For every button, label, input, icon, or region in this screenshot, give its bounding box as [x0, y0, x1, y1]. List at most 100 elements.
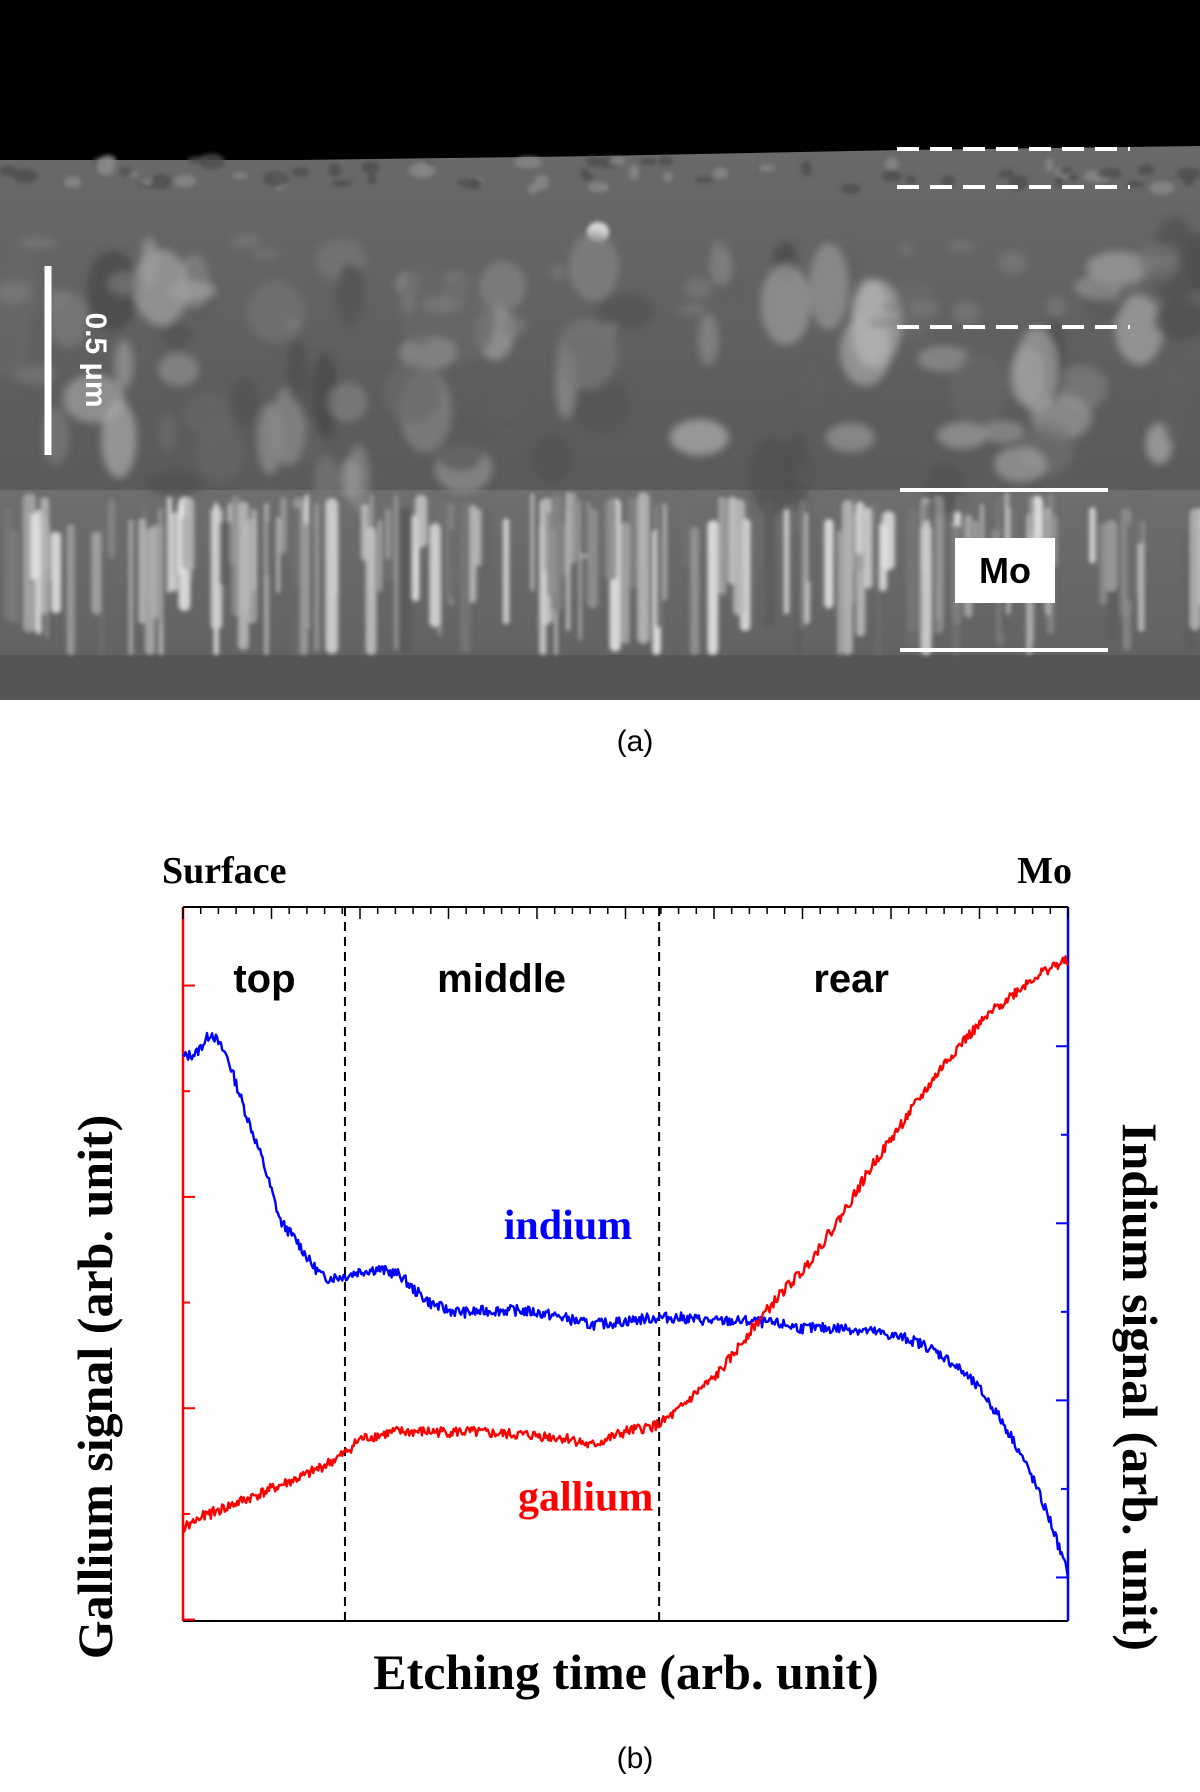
mo-column — [66, 524, 75, 655]
mo-column — [547, 512, 551, 596]
bulk-grain — [146, 471, 203, 497]
mo-column — [1134, 494, 1144, 545]
surface-grain — [997, 169, 1015, 178]
bulk-grain — [18, 236, 57, 249]
mo-column — [1089, 507, 1096, 564]
surface-grains — [0, 153, 1200, 242]
mo-column — [378, 519, 382, 592]
mo-column — [907, 507, 919, 633]
surface-grain — [1137, 164, 1155, 176]
bulk-grain — [1015, 327, 1059, 413]
surface-grain — [905, 175, 917, 184]
surface-grain — [759, 164, 775, 172]
mo-column — [484, 509, 490, 584]
bulk-grain — [994, 446, 1047, 483]
mo-column — [763, 498, 775, 628]
surface-grain — [1127, 180, 1144, 188]
mo-column — [173, 511, 179, 578]
bulk-grain — [270, 386, 306, 466]
mo-column — [530, 493, 534, 591]
mo-column — [855, 502, 864, 555]
bulk-grain — [797, 362, 826, 409]
mo-column — [8, 529, 20, 624]
mo-column — [718, 496, 727, 596]
y-axis-label-left: Gallium signal (arb. unit) — [67, 1115, 123, 1660]
mo-column — [128, 519, 134, 655]
bulk-grain — [114, 340, 134, 389]
bulk-grain — [1115, 295, 1164, 365]
surface-grain — [263, 171, 289, 187]
mo-column — [690, 526, 700, 655]
bulk-grain — [605, 321, 618, 337]
bulk-grain — [140, 237, 158, 290]
bulk-grain — [669, 419, 729, 456]
surface-grain — [712, 167, 729, 179]
surface-grain — [514, 156, 543, 169]
surface-grain — [534, 174, 550, 190]
bulk-grain — [314, 454, 339, 508]
surface-grain — [941, 175, 955, 188]
mo-column — [733, 499, 746, 616]
caption-b: (b) — [616, 1742, 654, 1775]
bulk-grain — [194, 424, 245, 482]
mo-columnar-grains — [3, 492, 1200, 655]
bulk-grain — [283, 318, 301, 332]
scale-bar-label: 0.5 μm — [79, 312, 112, 407]
surface-grain — [1096, 168, 1123, 179]
surface-grain — [12, 168, 38, 184]
mo-column — [303, 522, 309, 635]
mo-column — [475, 508, 481, 567]
caption-a: (a) — [616, 725, 654, 758]
surface-grain — [1059, 166, 1073, 175]
mo-column — [579, 495, 589, 556]
bulk-grain — [487, 387, 526, 420]
bulk-grain — [568, 232, 619, 302]
bulk-grain — [710, 238, 725, 261]
surface-grain — [609, 157, 626, 165]
mo-label: Mo — [979, 550, 1031, 591]
mo-column — [394, 494, 398, 650]
substrate-region — [0, 655, 1200, 700]
bulk-grain — [808, 243, 849, 331]
surface-grain — [884, 157, 899, 171]
surface-grain — [840, 184, 861, 194]
surface-grain — [1149, 181, 1175, 195]
top-right-label: Mo — [1017, 850, 1072, 892]
series-line-gallium — [181, 955, 1070, 1533]
surface-grain — [198, 153, 225, 170]
region-label-top: top — [233, 957, 295, 1001]
surface-grain — [694, 176, 713, 184]
surface-grain — [882, 169, 902, 182]
mo-column — [460, 502, 471, 653]
mo-column — [543, 498, 548, 572]
bulk-grains — [0, 216, 1200, 516]
surface-grain — [1054, 176, 1064, 187]
bulk-grain — [253, 249, 280, 258]
bulk-grain — [1106, 295, 1121, 304]
chart-svg: Surface Mo Gallium signal (arb. unit) In… — [67, 850, 1168, 1700]
surface-grain — [639, 157, 658, 166]
bulk-grain — [0, 288, 31, 378]
surface-grain — [330, 180, 352, 187]
mo-column — [251, 508, 257, 592]
surface-grain — [97, 162, 115, 176]
mo-column — [266, 520, 273, 578]
mo-column — [219, 520, 231, 587]
bulk-grain — [498, 314, 527, 337]
bulk-grain — [1046, 296, 1066, 318]
mo-column — [290, 507, 301, 655]
bulk-grain — [698, 313, 719, 366]
mo-column — [469, 504, 477, 603]
mo-column — [824, 518, 834, 609]
surface-grain — [658, 155, 673, 166]
bulk-grain — [882, 301, 901, 313]
sem-image: Mo 0.5 μm — [0, 0, 1200, 700]
bulk-grain — [1153, 301, 1200, 341]
bulk-grain — [678, 303, 708, 315]
surface-grain — [1068, 173, 1078, 181]
mo-column — [587, 508, 599, 609]
bulk-grain — [421, 296, 460, 314]
surface-grain — [119, 167, 133, 178]
surface-grain — [408, 163, 436, 178]
bulk-grain — [231, 234, 263, 247]
